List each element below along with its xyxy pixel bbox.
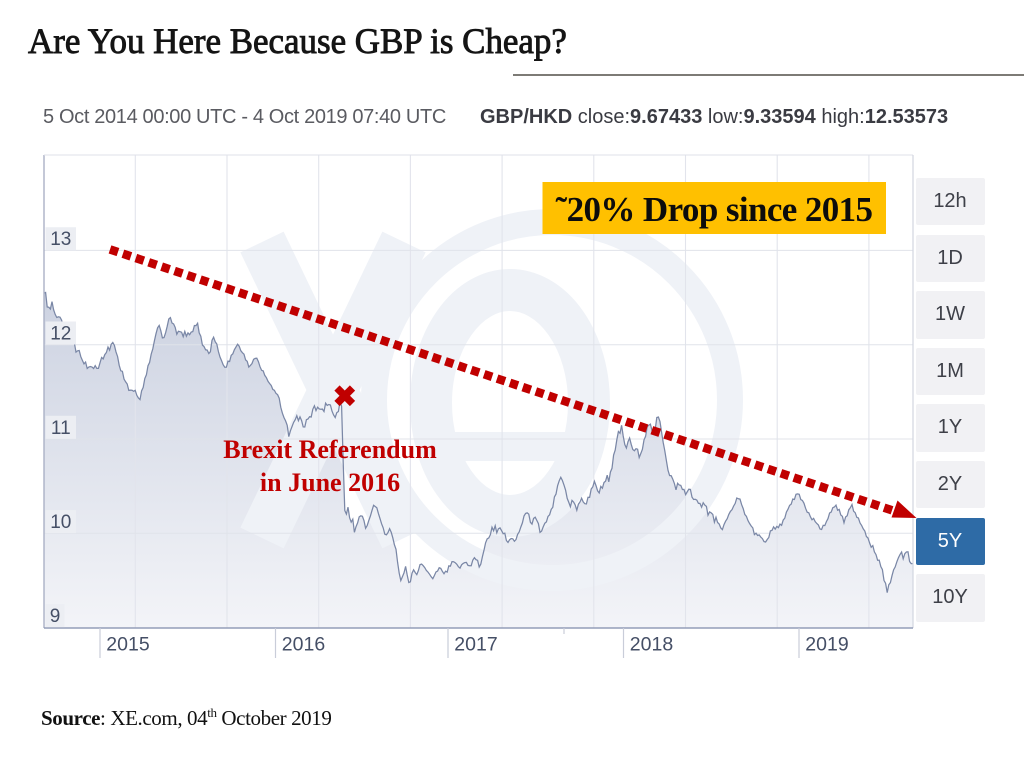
svg-text:Brexit Referendum: Brexit Referendum <box>223 435 437 464</box>
svg-text:10: 10 <box>50 512 71 533</box>
svg-text:in June 2016: in June 2016 <box>260 468 400 497</box>
svg-text:11: 11 <box>51 418 71 439</box>
svg-text:˜20% Drop since 2015: ˜20% Drop since 2015 <box>556 190 873 229</box>
svg-text:13: 13 <box>50 229 71 250</box>
svg-text:2019: 2019 <box>805 634 848 656</box>
svg-text:2015: 2015 <box>106 634 150 656</box>
svg-text:2018: 2018 <box>630 634 673 656</box>
svg-text:12: 12 <box>50 324 71 345</box>
svg-text:2017: 2017 <box>454 634 497 656</box>
svg-text:2016: 2016 <box>282 634 325 656</box>
svg-text:9: 9 <box>50 606 61 627</box>
